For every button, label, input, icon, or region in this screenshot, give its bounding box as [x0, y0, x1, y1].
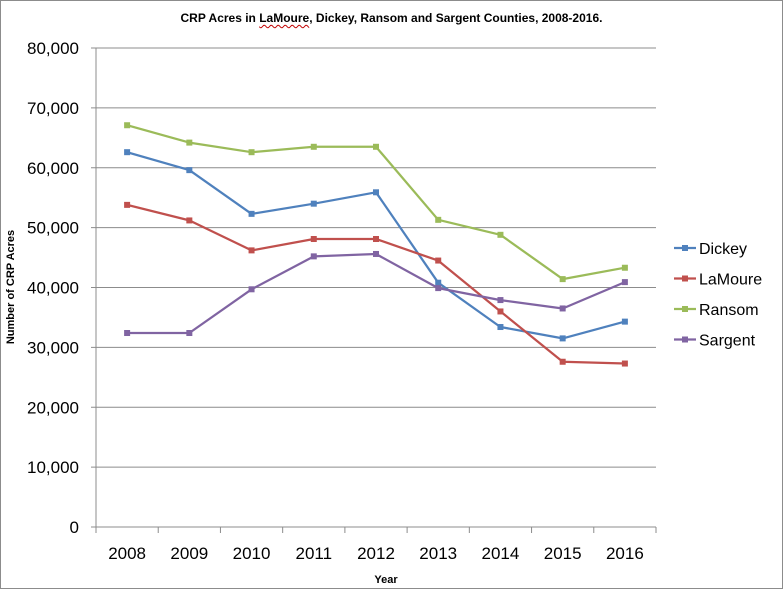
- y-tick-label: 20,000: [27, 398, 79, 417]
- data-point-sargent: [435, 285, 442, 292]
- data-point-lamoure: [373, 236, 379, 243]
- legend-marker-ransom: [682, 306, 688, 312]
- data-point-ransom: [124, 122, 131, 129]
- data-point-dickey: [497, 324, 504, 331]
- chart-title-part-1: CRP Acres in: [180, 11, 260, 25]
- x-tick-label: 2015: [544, 544, 582, 563]
- data-point-ransom: [497, 231, 504, 238]
- data-point-lamoure: [497, 308, 504, 315]
- axes: [91, 47, 657, 533]
- data-point-lamoure: [248, 247, 255, 254]
- chart-title: CRP Acres in LaMoure, Dickey, Ransom and…: [0, 11, 783, 25]
- data-point-lamoure: [186, 217, 193, 224]
- legend-label-lamoure: LaMoure: [699, 272, 762, 289]
- data-point-sargent: [559, 305, 566, 312]
- y-tick-label: 30,000: [27, 338, 79, 357]
- data-point-dickey: [186, 167, 193, 174]
- y-tick-label: 10,000: [27, 458, 79, 477]
- data-point-sargent: [373, 250, 379, 257]
- x-tick-label: 2009: [170, 544, 208, 563]
- data-point-sargent: [497, 297, 504, 304]
- data-point-dickey: [248, 210, 255, 217]
- data-point-dickey: [373, 189, 379, 196]
- series-line-lamoure: [126, 203, 625, 365]
- x-tick-label: 2013: [419, 544, 457, 563]
- legend-marker-sargent: [682, 336, 688, 343]
- data-point-ransom: [186, 139, 193, 146]
- legend-marker-lamoure: [682, 275, 688, 282]
- legend-label-sargent: Sargent: [699, 333, 756, 350]
- data-point-ransom: [435, 216, 442, 223]
- data-point-sargent: [248, 286, 255, 293]
- data-point-lamoure: [559, 358, 566, 365]
- y-tick-label: 0: [70, 518, 79, 537]
- y-tick-label: 50,000: [27, 219, 79, 238]
- y-axis-title: Number of CRP Acres: [5, 230, 17, 344]
- data-point-ransom: [310, 143, 317, 150]
- data-point-dickey: [621, 318, 628, 325]
- x-tick-label: 2014: [482, 544, 520, 563]
- series-group: [124, 122, 628, 367]
- y-tick-label: 70,000: [27, 99, 79, 118]
- x-tick-label: 2008: [108, 544, 146, 563]
- legend-label-ransom: Ransom: [699, 302, 759, 319]
- legend-marker-dickey: [682, 245, 688, 251]
- data-point-lamoure: [124, 201, 131, 208]
- y-tick-label: 60,000: [27, 159, 79, 178]
- legend: Dickey LaMoure Ransom Sargent: [674, 241, 762, 350]
- data-point-ransom: [621, 264, 628, 271]
- x-tick-labels: 2008 2009 2010 2011 2012 2013 2014 2015 2016: [108, 544, 644, 563]
- series-line-dickey: [126, 151, 626, 340]
- data-point-ransom: [559, 276, 566, 283]
- x-tick-label: 2010: [233, 544, 271, 563]
- data-point-lamoure: [435, 257, 442, 264]
- x-tick-label: 2012: [357, 544, 395, 563]
- data-point-dickey: [559, 335, 566, 342]
- y-tick-label: 80,000: [27, 39, 79, 58]
- series-line-sargent: [127, 252, 626, 335]
- x-axis-title: Year: [374, 574, 398, 586]
- gridlines: [96, 47, 656, 468]
- data-point-sargent: [186, 330, 193, 337]
- data-point-dickey: [435, 279, 442, 286]
- data-point-sargent: [310, 253, 317, 260]
- data-point-ransom: [248, 149, 255, 156]
- data-point-ransom: [373, 143, 379, 150]
- x-tick-label: 2011: [295, 544, 332, 563]
- chart-title-part-3: , Dickey, Ransom and Sargent Counties, 2…: [309, 11, 603, 25]
- data-point-sargent: [621, 279, 628, 286]
- data-point-lamoure: [310, 236, 317, 243]
- data-point-dickey: [124, 149, 131, 156]
- y-tick-label: 40,000: [27, 279, 79, 298]
- data-point-dickey: [310, 200, 317, 207]
- legend-label-dickey: Dickey: [699, 241, 747, 258]
- chart-title-part-2: LaMoure: [259, 11, 310, 25]
- data-point-lamoure: [621, 360, 628, 367]
- x-tick-label: 2016: [606, 544, 644, 563]
- data-point-sargent: [124, 330, 131, 337]
- y-tick-labels: 0 10,000 20,000 30,000 40,000 50,000 60,000 70,…: [27, 39, 79, 537]
